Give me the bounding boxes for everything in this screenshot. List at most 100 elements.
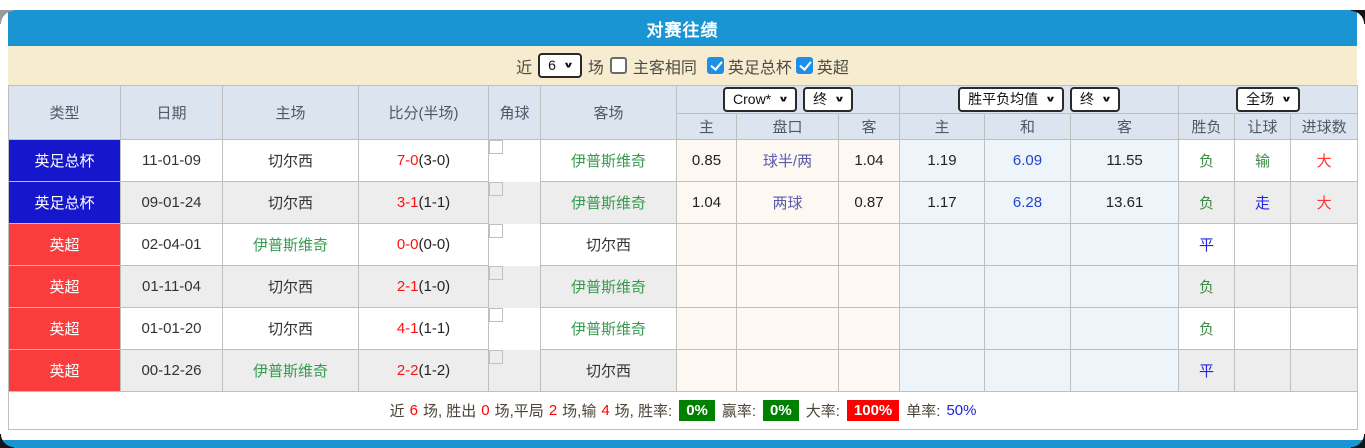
halftime-score: (1-0) [418, 278, 451, 295]
subcol-euro-away: 客 [1070, 113, 1180, 140]
facup-label[interactable]: 英足总杯 [727, 59, 792, 77]
home-team-link[interactable]: 切尔西 [222, 181, 359, 224]
match-row: 英足总杯 11-01-09 切尔西 7-0(3-0) 伊普斯维奇 0.85 球半/两 1.04… [8, 139, 1359, 182]
corners-cell [489, 265, 503, 280]
subcol-handicap-result: 让球 [1234, 113, 1292, 140]
competition-badge: 英超 [8, 265, 121, 308]
home-team-link[interactable]: 切尔西 [222, 307, 359, 350]
subcol-asian-home: 主 [676, 113, 737, 140]
bottom-accent-bar [0, 440, 1365, 448]
summary-count: 4 [601, 402, 610, 419]
col-header-away: 客场 [540, 85, 677, 140]
subcol-euro-draw: 和 [984, 113, 1072, 140]
epl-checkbox[interactable] [795, 57, 813, 74]
asian-home-odds [676, 307, 737, 350]
euro-draw-odds [984, 307, 1072, 350]
summary-line: 近 6 场, 胜出 0 场,平局 2 场,输 4 场, 胜率: 0% 赢率: 0… [10, 400, 1357, 421]
home-team-link[interactable]: 切尔西 [222, 139, 359, 182]
asian-away-odds: 0.87 [837, 181, 901, 224]
match-date: 01-11-04 [120, 265, 223, 308]
wdl-average-select[interactable]: 胜平负均值 ∨ [958, 87, 1065, 112]
halftime-score: (1-1) [418, 194, 451, 211]
bookmaker-period-select[interactable]: 终 ∨ [803, 87, 854, 112]
asian-handicap [736, 265, 839, 308]
competition-badge: 英足总杯 [8, 181, 121, 224]
win-rate-label: 场, 胜率: [614, 403, 673, 420]
euro-home-odds [899, 223, 986, 266]
wdl-period-value: 终 [1080, 91, 1095, 107]
big-rate-badge: 100% [846, 400, 900, 421]
match-result: 负 [1178, 139, 1236, 182]
summary-count: 6 [409, 402, 418, 419]
goals-result [1290, 349, 1359, 392]
away-team-link[interactable]: 切尔西 [540, 223, 677, 266]
euro-away-odds [1070, 307, 1180, 350]
away-team-link[interactable]: 伊普斯维奇 [540, 139, 677, 182]
win-rate-badge: 0% [679, 400, 715, 421]
wdl-average-value: 胜平负均值 [968, 91, 1039, 107]
wdl-odds-group-header: 胜平负均值 ∨ 终 ∨ [899, 85, 1180, 114]
same-venue-checkbox[interactable] [609, 57, 627, 74]
asian-home-odds [676, 265, 737, 308]
corners-cell [489, 140, 503, 154]
scope-select[interactable]: 全场 ∨ [1236, 87, 1301, 112]
col-header-corner: 角球 [488, 85, 541, 140]
asian-home-odds: 0.85 [676, 139, 737, 182]
asian-home-odds [676, 349, 737, 392]
home-team-link[interactable]: 伊普斯维奇 [222, 349, 359, 392]
asian-away-odds [837, 349, 901, 392]
score-cell: 0-0(0-0) [358, 223, 489, 266]
handicap-result [1234, 307, 1292, 350]
halftime-score: (1-1) [418, 320, 451, 337]
match-date: 02-04-01 [120, 223, 223, 266]
match-result: 负 [1178, 181, 1236, 224]
euro-home-odds: 1.17 [899, 181, 986, 224]
handicap-result [1234, 349, 1292, 392]
subcol-goals: 进球数 [1290, 113, 1359, 140]
scope-value: 全场 [1246, 91, 1275, 107]
euro-draw-odds [984, 223, 1072, 266]
score-cell: 7-0(3-0) [358, 139, 489, 182]
away-team-link[interactable]: 伊普斯维奇 [540, 307, 677, 350]
subcol-handicap: 盘口 [736, 113, 839, 140]
home-team-link[interactable]: 伊普斯维奇 [222, 223, 359, 266]
fulltime-score: 3-1 [396, 194, 419, 211]
euro-draw-odds [984, 265, 1072, 308]
score-cell: 3-1(1-1) [358, 181, 489, 224]
home-team-link[interactable]: 切尔西 [222, 265, 359, 308]
score-cell: 2-1(1-0) [358, 265, 489, 308]
corners-cell [489, 349, 503, 364]
away-team-link[interactable]: 伊普斯维奇 [540, 181, 677, 224]
goals-result [1290, 265, 1359, 308]
match-result: 平 [1178, 223, 1236, 266]
col-header-home: 主场 [222, 85, 359, 140]
recent-count-select[interactable]: 6 ∨ [538, 53, 582, 78]
asian-handicap [736, 349, 839, 392]
away-team-link[interactable]: 伊普斯维奇 [540, 265, 677, 308]
euro-draw-odds [984, 349, 1072, 392]
asian-handicap: 两球 [736, 181, 839, 224]
col-header-type: 类型 [8, 85, 121, 140]
away-team-link[interactable]: 切尔西 [540, 349, 677, 392]
h2h-table: 类型 日期 主场 比分(半场) 角球 客场 Crow* ∨ 终 ∨ [7, 85, 1359, 430]
handicap-result [1234, 265, 1292, 308]
handicap-result: 输 [1234, 139, 1292, 182]
single-rate-value: 50% [946, 402, 977, 419]
col-header-score: 比分(半场) [358, 85, 489, 140]
euro-home-odds: 1.19 [899, 139, 986, 182]
bookmaker-select[interactable]: Crow* ∨ [723, 87, 798, 112]
euro-draw-odds: 6.09 [984, 139, 1072, 182]
halftime-score: (1-2) [418, 362, 451, 379]
facup-checkbox[interactable] [706, 57, 724, 74]
same-venue-label[interactable]: 主客相同 [632, 59, 697, 77]
wdl-period-select[interactable]: 终 ∨ [1070, 87, 1120, 112]
corners-cell [489, 307, 503, 322]
match-date: 11-01-09 [120, 139, 223, 182]
match-row: 英超 02-04-01 伊普斯维奇 0-0(0-0) 切尔西平 [8, 223, 1359, 266]
title-bar: 对赛往绩 [8, 10, 1357, 46]
recent-count-value: 6 [548, 57, 556, 73]
bookmaker-value: Crow* [733, 91, 772, 107]
epl-label[interactable]: 英超 [816, 59, 849, 77]
chevron-down-icon: ∨ [833, 94, 846, 104]
page-title: 对赛往绩 [646, 20, 719, 40]
